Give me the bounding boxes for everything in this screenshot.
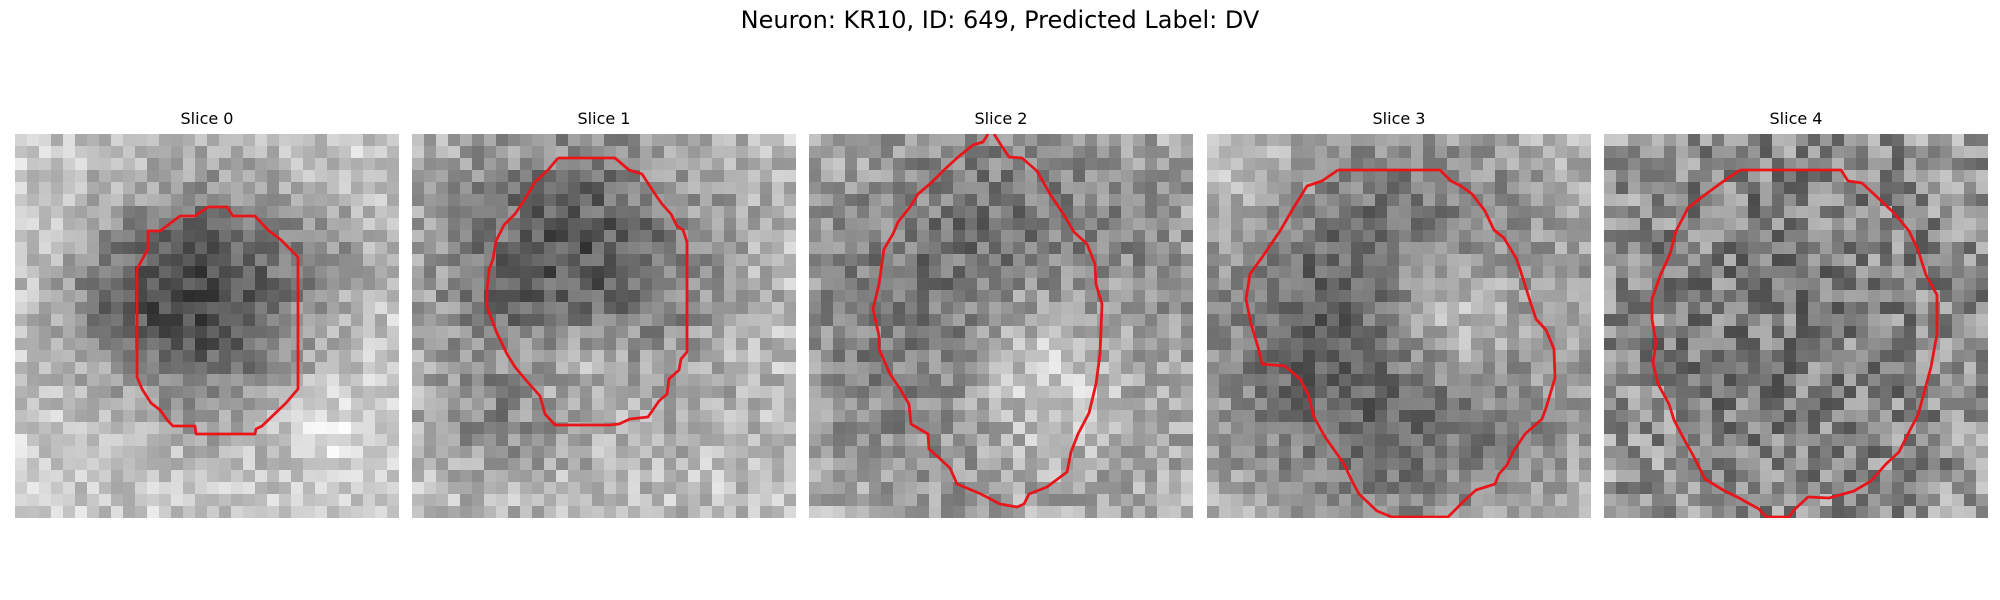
- slice-title-1: Slice 1: [577, 109, 631, 128]
- figure-title: Neuron: KR10, ID: 649, Predicted Label: …: [740, 6, 1260, 34]
- slice-title-4: Slice 4: [1769, 109, 1823, 128]
- slice-title-2: Slice 2: [974, 109, 1028, 128]
- roi-contour-line-4: [1650, 168, 1939, 518]
- slice-image-3: [1207, 134, 1591, 518]
- roi-contour-3: [1244, 168, 1557, 518]
- roi-contour-2: [871, 134, 1104, 509]
- roi-contour-line-2: [871, 134, 1104, 509]
- slice-panel-0: Slice 0: [15, 0, 399, 600]
- roi-contour-4: [1650, 168, 1939, 518]
- slice-image-4: [1604, 134, 1988, 518]
- slice-image-0: [15, 134, 399, 518]
- slice-title-0: Slice 0: [180, 109, 234, 128]
- slice-panel-4: Slice 4: [1604, 0, 1988, 600]
- slice-panel-2: Slice 2: [809, 0, 1193, 600]
- roi-contour-1: [485, 156, 689, 427]
- roi-contour-line-3: [1244, 168, 1557, 518]
- roi-contour-line-0: [135, 205, 300, 436]
- slice-panel-1: Slice 1: [412, 0, 796, 600]
- slice-image-2: [809, 134, 1193, 518]
- slice-image-1: [412, 134, 796, 518]
- slice-panel-3: Slice 3: [1207, 0, 1591, 600]
- roi-contour-line-1: [485, 156, 689, 427]
- roi-contour-0: [135, 205, 300, 436]
- slice-title-3: Slice 3: [1372, 109, 1426, 128]
